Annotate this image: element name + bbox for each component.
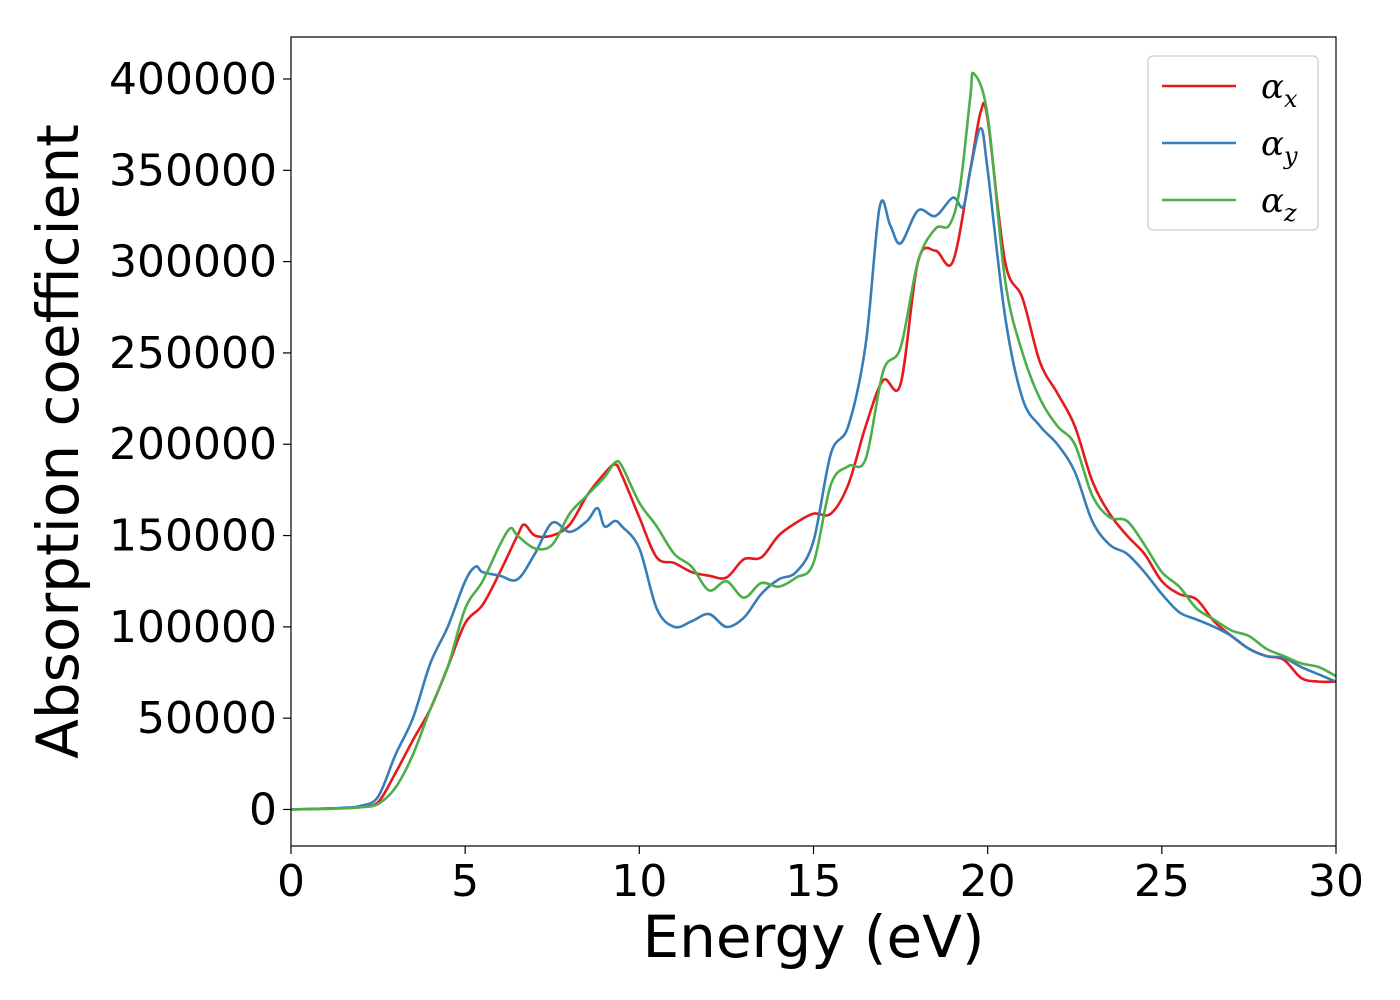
- y-tick-label: 300000: [109, 237, 277, 288]
- y-tick-label: 50000: [137, 693, 277, 744]
- x-tick-label: 0: [277, 856, 305, 907]
- x-tick-label: 20: [960, 856, 1016, 907]
- series-layer: [291, 71, 1336, 811]
- legend-label-x: αx: [1261, 67, 1298, 113]
- series-line-y: [291, 127, 1336, 811]
- legend-label-y: αy: [1261, 124, 1298, 170]
- y-tick-label: 150000: [109, 511, 277, 562]
- legend-label-z: αz: [1261, 181, 1297, 227]
- series-line-z: [291, 71, 1336, 811]
- x-axis-title: Energy (eV): [642, 903, 984, 971]
- y-tick-label: 400000: [109, 54, 277, 105]
- plot-area: [290, 36, 1337, 847]
- y-tick-label: 100000: [109, 602, 277, 653]
- x-tick-label: 15: [786, 856, 842, 907]
- y-tick-label: 200000: [109, 419, 277, 470]
- x-axis-ticks: 0 5 10 15 20 25 30: [277, 846, 1364, 907]
- y-axis-ticks: 0 50000 100000 150000 200000 250000 300000 3500…: [109, 54, 291, 835]
- x-tick-label: 10: [611, 856, 667, 907]
- y-tick-label: 350000: [109, 145, 277, 196]
- y-tick-label: 0: [249, 784, 277, 835]
- x-tick-label: 30: [1308, 856, 1364, 907]
- legend: αx αy αz: [1147, 55, 1319, 231]
- y-axis-title: Absorption coefficient: [24, 124, 92, 759]
- x-tick-label: 5: [451, 856, 479, 907]
- x-tick-label: 25: [1134, 856, 1190, 907]
- y-tick-label: 250000: [109, 328, 277, 379]
